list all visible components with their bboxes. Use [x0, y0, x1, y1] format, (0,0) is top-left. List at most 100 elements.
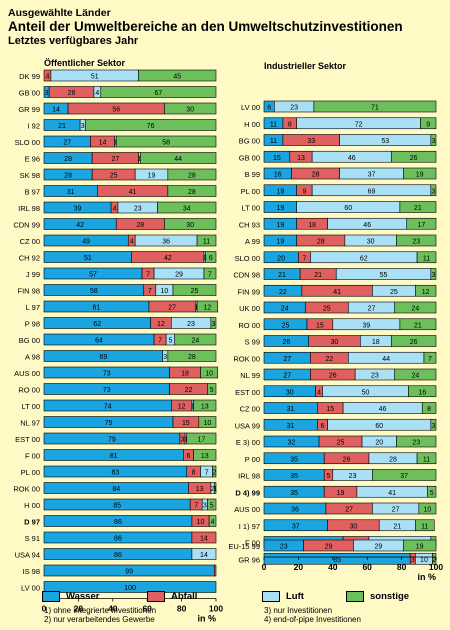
public-category-label: S 91	[25, 534, 40, 543]
industry-data-label: 62	[360, 255, 368, 262]
industry-data-label: 20	[277, 255, 285, 262]
public-data-label: 3	[45, 90, 49, 97]
industry-data-label: 26	[282, 339, 290, 346]
industry-data-label: 30	[331, 339, 339, 346]
industry-data-label: 3	[431, 138, 435, 145]
industry-data-label: 44	[382, 356, 390, 363]
industry-bar-sonstige	[421, 402, 437, 414]
industry-data-label: 19	[276, 205, 284, 212]
public-data-label: 14	[200, 552, 208, 559]
industry-data-label: 28	[312, 172, 320, 179]
industry-category-label: UK 00	[239, 304, 260, 313]
public-data-label: 45	[173, 74, 181, 81]
public-data-label: 19	[148, 173, 156, 180]
public-category-label: D 97	[24, 518, 40, 527]
public-bar-sonstige	[193, 399, 217, 412]
public-category-label: J 99	[26, 270, 40, 279]
public-data-label: 4	[45, 74, 49, 81]
industry-data-label: 33	[307, 138, 315, 145]
industry-data-label: 3	[431, 272, 435, 279]
industry-bar-sonstige	[390, 150, 437, 163]
industry-data-label: 27	[392, 507, 400, 514]
industry-data-label: 72	[355, 121, 363, 128]
public-bar-sonstige	[203, 267, 217, 280]
industry-data-label: 69	[368, 188, 376, 195]
public-data-label: 10	[197, 519, 205, 526]
industry-category-label: GR 96	[238, 555, 260, 564]
industry-bar-sonstige	[420, 117, 437, 130]
industry-data-label: 8	[288, 121, 292, 128]
public-x-tick-label: 60	[142, 604, 152, 614]
public-data-label: 44	[174, 156, 182, 163]
industry-bar-sonstige	[394, 368, 437, 381]
public-data-label: 27	[63, 140, 71, 147]
industry-panel-title: Industrieller Sektor	[264, 61, 347, 71]
public-category-label: L 97	[26, 303, 40, 312]
public-data-label: 29	[175, 272, 183, 279]
footnote-3: 3) nur Investitionen	[264, 606, 333, 615]
public-category-label: F 00	[25, 452, 40, 461]
public-category-label: PL 00	[21, 468, 40, 477]
industry-data-label: 26	[329, 373, 337, 380]
industry-bar-sonstige	[430, 134, 437, 146]
public-category-label: NL 97	[20, 419, 40, 428]
industry-category-label: CH 93	[239, 220, 260, 229]
industry-category-label: FIN 99	[237, 287, 260, 296]
industry-bar-sonstige	[403, 167, 437, 180]
legend-label-abfall: Abfall	[171, 590, 198, 602]
public-data-label: 14	[99, 140, 107, 147]
public-category-label: AUS 00	[14, 369, 40, 378]
public-bar-sonstige	[157, 201, 217, 214]
industry-data-label: 9	[426, 121, 430, 128]
public-data-label: 1	[194, 305, 198, 312]
public-data-label: 86	[114, 536, 122, 543]
public-category-label: GB 00	[19, 89, 40, 98]
public-data-label: 73	[103, 387, 111, 394]
industry-bar-sonstige	[415, 519, 435, 532]
industry-category-label: LT 00	[242, 204, 261, 213]
public-data-label: 28	[188, 173, 196, 180]
industry-bar-sonstige	[313, 100, 437, 113]
industry-category-label: RO 00	[238, 321, 260, 330]
public-data-label: 42	[76, 222, 84, 229]
public-data-label: 14	[200, 536, 208, 543]
public-data-label: 51	[84, 255, 92, 262]
public-data-label: 4	[211, 519, 215, 526]
industry-data-label: 50	[362, 389, 370, 396]
industry-data-label: 31	[287, 423, 295, 430]
public-category-label: IS 98	[22, 567, 40, 576]
public-data-label: 100	[124, 585, 136, 592]
public-data-label: 3	[163, 354, 167, 361]
public-category-label: CH 92	[19, 254, 40, 263]
public-category-label: LT 00	[22, 402, 41, 411]
industry-data-label: 24	[411, 306, 419, 313]
public-bar-sonstige	[200, 366, 219, 379]
public-data-label: 10	[205, 371, 213, 378]
public-bar-sonstige	[84, 119, 217, 131]
industry-category-label: GB 00	[239, 153, 260, 162]
public-bar-sonstige	[213, 482, 217, 494]
public-data-label: 28	[188, 189, 196, 196]
public-bar-sonstige	[115, 135, 217, 148]
industry-bar-sonstige	[427, 485, 437, 498]
public-data-label: 7	[205, 470, 209, 477]
public-data-label: 81	[110, 453, 118, 460]
public-data-label: 27	[168, 305, 176, 312]
public-data-label: 76	[147, 123, 155, 130]
industry-x-axis-label: in %	[417, 572, 436, 582]
industry-category-label: B 99	[245, 170, 260, 179]
industry-data-label: 28	[389, 456, 397, 463]
public-data-label: 1	[213, 486, 217, 493]
public-x-tick-label: 20	[74, 604, 84, 614]
industry-data-label: 10	[420, 557, 428, 564]
industry-bar-sonstige	[430, 268, 437, 280]
industry-data-label: 6	[321, 423, 325, 430]
public-data-label: 27	[111, 156, 119, 163]
public-data-label: 5	[168, 338, 172, 345]
industry-data-label: 4	[317, 389, 321, 396]
public-data-label: 61	[93, 305, 101, 312]
industry-x-tick-label: 20	[294, 562, 304, 572]
public-data-label: 4	[113, 206, 117, 213]
industry-category-label: NL 99	[240, 371, 260, 380]
public-category-label: A 98	[25, 353, 40, 362]
